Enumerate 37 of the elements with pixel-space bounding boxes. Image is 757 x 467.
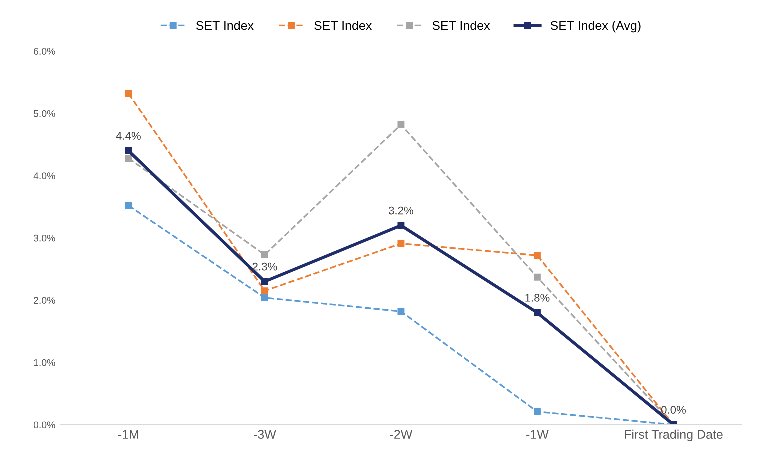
point xyxy=(398,240,405,248)
point xyxy=(125,148,132,154)
x-tick-label: -3W xyxy=(254,430,276,440)
point xyxy=(534,309,541,316)
y-tick-label: 3.0% xyxy=(34,234,56,242)
data-label: 4.4% xyxy=(116,132,141,140)
y-tick-label: 2.0% xyxy=(34,297,56,304)
point xyxy=(261,278,268,286)
y-tick-label: 5.0% xyxy=(34,110,56,118)
y-tick-label: 1.0% xyxy=(34,359,56,366)
y-tick-label: 0.0% xyxy=(34,422,56,429)
data-label: 3.2% xyxy=(388,206,414,215)
y-tick-label: 4.0% xyxy=(34,172,56,180)
point xyxy=(125,90,132,98)
legend-label: SET Index xyxy=(432,20,490,30)
point xyxy=(261,288,268,295)
point xyxy=(398,222,405,230)
point xyxy=(398,121,405,128)
point xyxy=(125,202,132,210)
point xyxy=(534,252,541,260)
point xyxy=(398,308,405,316)
point xyxy=(261,294,268,302)
point xyxy=(534,408,541,416)
x-tick-label: -1W xyxy=(526,430,549,439)
data-label: 1.8% xyxy=(526,294,550,302)
x-tick-label: -1M xyxy=(118,430,138,439)
point xyxy=(261,252,268,258)
x-tick-label: -2W xyxy=(390,430,413,439)
x-tick-label: First Trading Date xyxy=(625,430,723,442)
legend-label: SET Index xyxy=(196,20,254,30)
y-tick-label: 6.0% xyxy=(34,48,56,55)
legend-label: SET Index (Avg) xyxy=(550,20,641,33)
point xyxy=(534,274,541,281)
legend-label: SET Index xyxy=(314,20,372,30)
data-label: 2.3% xyxy=(252,262,278,271)
data-label: 0.0% xyxy=(662,406,686,414)
point xyxy=(125,154,132,162)
